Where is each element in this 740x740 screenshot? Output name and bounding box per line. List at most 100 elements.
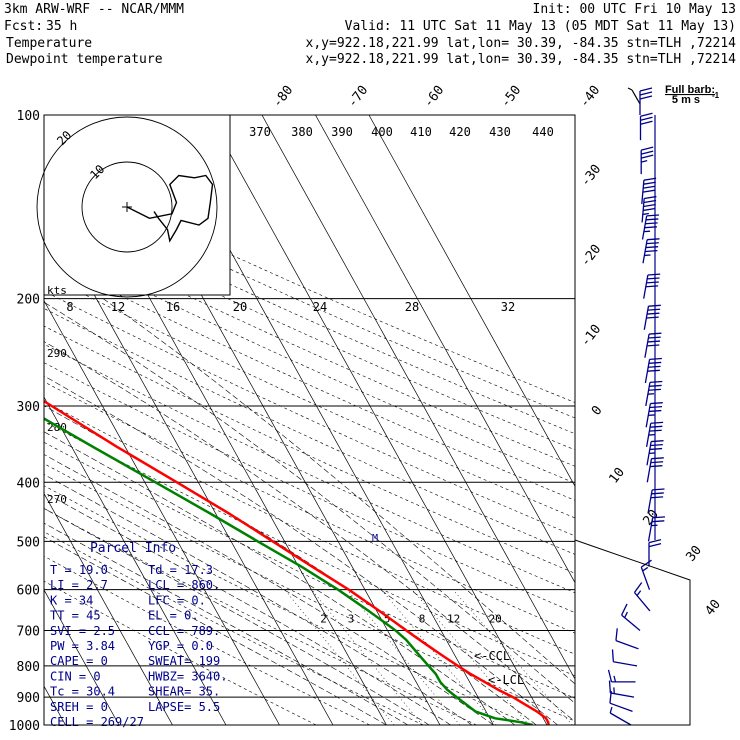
- barb-flag: [640, 120, 653, 125]
- barb-flag: [650, 461, 664, 464]
- barb-flag: [643, 199, 657, 204]
- parcel-row-right: CCL = 789.: [148, 624, 220, 638]
- barb-flag: [641, 146, 654, 151]
- barb-flag: [643, 185, 656, 189]
- parcel-row-right: EL = 0.: [148, 609, 199, 623]
- wind-barb: [647, 488, 665, 514]
- speed-axis-label: 12: [111, 300, 125, 314]
- legend-dewpoint-info: x,y=922.18,221.99 lat,lon= 30.39, -84.35…: [306, 52, 737, 67]
- wind-barb: [621, 603, 641, 631]
- barb-lower-frame: [574, 539, 691, 726]
- barb-flag: [649, 357, 662, 361]
- wind-barb: [609, 690, 633, 713]
- barb-flag: [643, 203, 656, 208]
- dry-adiabat: [44, 180, 575, 419]
- wind-barb: [641, 214, 660, 240]
- dewpoint-curve: [44, 417, 533, 725]
- dry-adiabat: [44, 441, 575, 699]
- barb-legend-icon: [627, 87, 641, 105]
- fcst-label: Fcst:: [4, 19, 43, 34]
- speed-axis-label: 32: [501, 300, 515, 314]
- barb-staff: [646, 458, 653, 483]
- legend-temperature-info: x,y=922.18,221.99 lat,lon= 30.39, -84.35…: [306, 36, 737, 51]
- barb-staff: [640, 566, 651, 590]
- temperature-curve: [44, 399, 550, 725]
- barb-flag: [648, 542, 662, 548]
- barb-flag: [650, 443, 663, 447]
- dry-adiabat: [44, 257, 575, 501]
- legend-dewpoint: Dewpoint temperature: [6, 52, 163, 67]
- isobars: 100 200 300 400 500 600 700 800 900 1000: [9, 109, 575, 734]
- dry-adiabat: [44, 343, 575, 594]
- theta-top-label: 410: [410, 125, 432, 139]
- barb-flag: [611, 649, 615, 662]
- parcel-row-right: LCL = 860.: [148, 578, 220, 592]
- wind-barb: [641, 195, 657, 223]
- barb-staff: [647, 489, 653, 514]
- barb-half: [613, 675, 617, 683]
- pressure-tick-label: 700: [17, 625, 40, 640]
- barb-half: [609, 706, 613, 714]
- barb-flag: [645, 222, 658, 225]
- pressure-tick-label: 600: [17, 584, 40, 599]
- isotherm-label: -70: [345, 83, 371, 111]
- barb-half: [641, 159, 648, 163]
- fcst-value: 35 h: [46, 19, 77, 34]
- isotherm-line: [368, 115, 575, 487]
- isotherm-line: [44, 492, 173, 725]
- moist-adiabat: [44, 454, 494, 725]
- theta-label: 270: [47, 493, 67, 506]
- theta-top-label: 420: [449, 125, 471, 139]
- mixing-ratio-label: 2: [320, 613, 327, 626]
- isotherm-label: -60: [421, 83, 447, 111]
- barb-legend-value: 5 m s: [672, 94, 700, 106]
- parcel-row-right: HWBZ= 3640.: [148, 669, 227, 683]
- parcel-row-right: SHEAR= 35.: [148, 685, 220, 699]
- mixing-ratio-label: 5: [384, 613, 391, 626]
- dry-adiabat: [44, 241, 575, 484]
- parcel-row-left: CELL = 269/27: [50, 715, 144, 729]
- barb-flag: [639, 91, 653, 96]
- isotherm-line: [44, 589, 120, 725]
- barb-flag: [621, 603, 628, 616]
- wind-barb: [633, 582, 651, 612]
- parcel-row-left: PW = 3.84: [50, 639, 115, 653]
- parcel-row-right: YGP = 0.0: [148, 639, 213, 653]
- dry-adiabat: [44, 508, 477, 725]
- barb-flag: [650, 425, 663, 428]
- wind-barb: [646, 457, 664, 483]
- barb-flag: [650, 496, 664, 499]
- parcel-row-left: SVI = 2.5: [50, 624, 115, 638]
- barb-flag: [647, 277, 660, 280]
- dry-adiabat: [44, 401, 575, 655]
- barb-half: [636, 590, 642, 596]
- barb-half: [651, 524, 658, 527]
- dry-adiabat: [44, 421, 575, 677]
- mixing-ratio-label: 12: [447, 613, 460, 626]
- mixing-ratio-label: 8: [419, 613, 426, 626]
- barb-half: [644, 254, 651, 257]
- barb-flag: [647, 340, 661, 343]
- mark-m: M: [372, 533, 378, 544]
- barb-flag: [643, 181, 656, 185]
- mixing-ratio-label: 20: [489, 613, 502, 626]
- theta-top-label: 400: [371, 125, 393, 139]
- barb-flag: [645, 246, 659, 249]
- dry-adiabat: [44, 290, 575, 537]
- barb-flag: [615, 628, 618, 641]
- barb-half: [648, 414, 655, 417]
- barb-flag: [643, 207, 656, 212]
- wind-barb: [639, 112, 653, 141]
- parcel-row-right: LFC = 0.: [148, 593, 206, 607]
- wind-barb: [643, 273, 661, 299]
- barb-flag: [640, 116, 653, 121]
- speed-axis-label: 28: [405, 300, 419, 314]
- legend-temperature: Temperature: [6, 36, 92, 51]
- wind-barb: [642, 238, 660, 264]
- parcel-row-right: Td = 17.3: [148, 563, 213, 577]
- wind-barb: [615, 628, 639, 650]
- isotherm-line: [208, 115, 548, 725]
- barb-flag: [647, 273, 661, 276]
- barb-half: [648, 433, 655, 436]
- isotherm-line: [0, 115, 12, 725]
